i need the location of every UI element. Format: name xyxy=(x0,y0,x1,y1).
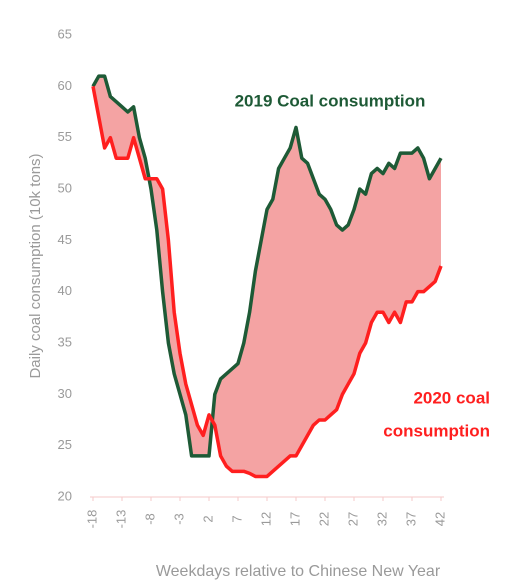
y-tick-label: 35 xyxy=(58,334,72,349)
x-tick-label: 7 xyxy=(229,515,244,522)
y-tick-label: 45 xyxy=(58,232,72,247)
x-tick-label: 17 xyxy=(287,512,302,526)
y-tick-label: 30 xyxy=(58,386,72,401)
y-tick-label: 65 xyxy=(58,26,72,41)
x-tick-label: 27 xyxy=(345,512,360,526)
x-tick-label: -18 xyxy=(84,510,99,529)
annotation: 2019 Coal consumption xyxy=(235,91,426,110)
annotation: 2020 coal xyxy=(413,388,490,407)
y-tick-label: 50 xyxy=(58,180,72,195)
x-tick-label: -8 xyxy=(142,513,157,525)
gap-fill xyxy=(93,76,441,477)
x-tick-label: 42 xyxy=(432,512,447,526)
annotation: consumption xyxy=(383,421,490,440)
y-tick-label: 60 xyxy=(58,78,72,93)
y-tick-label: 25 xyxy=(58,437,72,452)
x-tick-label: -13 xyxy=(113,510,128,529)
y-tick-label: 55 xyxy=(58,129,72,144)
x-tick-label: 32 xyxy=(374,512,389,526)
x-tick-label: -3 xyxy=(171,513,186,525)
x-tick-label: 2 xyxy=(200,515,215,522)
series-line xyxy=(91,86,443,479)
y-tick-label: 40 xyxy=(58,283,72,298)
y-axis-label: Daily coal consumption (10k tons) xyxy=(27,153,44,378)
x-tick-label: 37 xyxy=(403,512,418,526)
x-tick-label: 22 xyxy=(316,512,331,526)
series-line xyxy=(91,74,443,458)
y-tick-label: 20 xyxy=(58,488,72,503)
x-tick-label: 12 xyxy=(258,512,273,526)
x-axis-label: Weekdays relative to Chinese New Year xyxy=(156,563,441,580)
